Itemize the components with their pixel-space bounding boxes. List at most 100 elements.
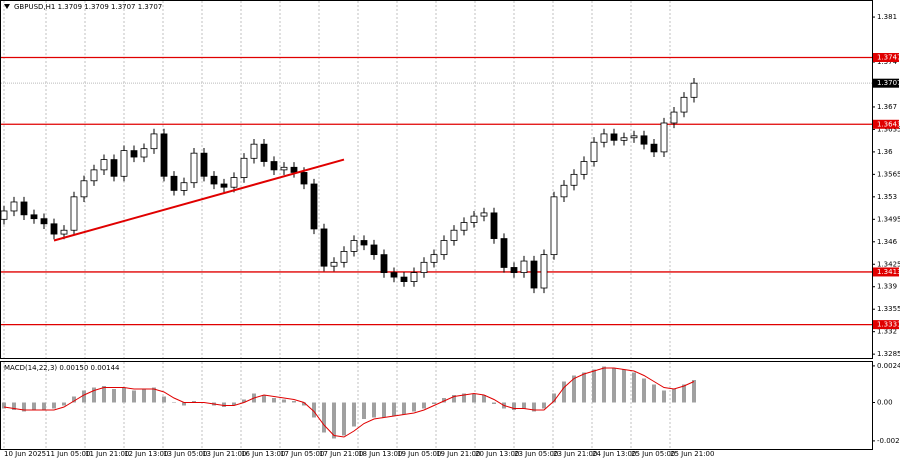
macd-signal — [3, 367, 695, 438]
candle-body — [590, 141, 598, 162]
candle-body — [630, 135, 638, 139]
macd-bar — [222, 402, 226, 407]
candle-body — [460, 222, 468, 231]
candle-body — [430, 254, 438, 263]
macd-bar — [362, 402, 366, 419]
x-tick-label: 23 Jun 05:00 — [514, 450, 558, 458]
macd-bar — [92, 387, 96, 403]
candle-body — [680, 96, 688, 113]
macd-bar — [12, 402, 16, 410]
level-tag — [873, 53, 899, 63]
x-tick-label: 20 Jun 13:00 — [475, 450, 519, 458]
macd-bar — [272, 398, 276, 403]
y-tick-label: 1.36 — [877, 148, 893, 156]
macd-tick-label: 0.00244 — [877, 362, 900, 370]
candle-body — [640, 135, 648, 145]
x-tick-label: 11 Jun 05:00 — [46, 450, 90, 458]
y-tick-label: 1.3425 — [877, 260, 900, 268]
macd-bar — [242, 399, 246, 403]
candle-body — [560, 184, 568, 198]
candle-body — [340, 251, 348, 263]
level-label: 1.3643 — [877, 120, 900, 128]
x-tick-label: 25 Jun 21:00 — [670, 450, 714, 458]
trendline — [53, 158, 345, 242]
candle-body — [140, 148, 148, 158]
current-price-label: 1.3707 — [877, 79, 900, 87]
level-tag — [873, 267, 899, 277]
macd-bar — [472, 393, 476, 403]
candle-body — [270, 161, 278, 171]
candle-body — [540, 254, 548, 289]
macd-bar — [672, 389, 676, 403]
x-tick-label: 13 Jun 05:00 — [163, 450, 207, 458]
y-tick-label: 1.381 — [877, 13, 897, 21]
candle-body — [580, 161, 588, 175]
macd-bar — [52, 402, 56, 409]
candle-body — [610, 133, 618, 141]
macd-bar — [152, 387, 156, 403]
macd-bar — [402, 402, 406, 415]
macd-bar — [192, 401, 196, 403]
macd-bar — [102, 386, 106, 403]
macd-bar — [452, 395, 456, 403]
current-price-tag — [873, 78, 899, 88]
candle-body — [350, 240, 358, 252]
candle-body — [660, 122, 668, 153]
candle-body — [490, 212, 498, 239]
macd-bar — [662, 390, 666, 403]
macd-bar — [602, 366, 606, 403]
macd-bar — [592, 369, 596, 403]
macd-bar — [72, 396, 76, 403]
y-tick-label: 1.339 — [877, 283, 897, 291]
candle-body — [220, 183, 228, 188]
macd-bar — [82, 390, 86, 403]
candle-body — [600, 133, 608, 143]
candle-body — [510, 267, 518, 274]
level-label: 1.3331 — [877, 321, 900, 329]
macd-tick-label: 0.00 — [877, 399, 893, 407]
candle-body — [650, 143, 658, 153]
x-tick-label: 19 Jun 05:00 — [397, 450, 441, 458]
macd-bar — [512, 402, 516, 410]
candle-body — [370, 244, 378, 256]
y-tick-label: 1.3285 — [877, 350, 900, 358]
y-tick-label: 1.353 — [877, 193, 897, 201]
candle-body — [50, 223, 58, 235]
candle-body — [130, 150, 138, 158]
candle-body — [570, 173, 578, 186]
candle-body — [360, 240, 368, 246]
macd-bar — [442, 398, 446, 403]
macd-bar — [2, 402, 6, 409]
macd-bar — [412, 402, 416, 412]
macd-bar — [492, 402, 496, 404]
macd-bar — [652, 384, 656, 403]
level-tag — [873, 320, 899, 330]
candle-body — [150, 133, 158, 150]
macd-bar — [482, 395, 486, 403]
x-tick-label: 12 Jun 13:00 — [124, 450, 168, 458]
macd-bar — [522, 402, 526, 409]
candle-body — [240, 157, 248, 178]
macd-bar — [162, 396, 166, 403]
chart-title: GBPUSD,H1 1.3709 1.3709 1.3707 1.3707 — [14, 3, 162, 11]
x-tick-label: 17 Jun 21:00 — [319, 450, 363, 458]
macd-bar — [562, 381, 566, 403]
macd-bar — [692, 380, 696, 403]
macd-bar — [642, 378, 646, 403]
candle-body — [620, 137, 628, 141]
macd-bar — [352, 402, 356, 427]
level-label: 1.3413 — [877, 268, 900, 276]
candle-body — [420, 261, 428, 274]
x-tick-label: 10 Jun 2025 — [4, 450, 46, 458]
macd-bar — [682, 384, 686, 403]
y-tick-label: 1.346 — [877, 238, 898, 246]
level-tag — [873, 119, 899, 129]
macd-bar — [172, 402, 176, 403]
macd-bar — [392, 402, 396, 416]
y-tick-label: 1.3355 — [877, 305, 900, 313]
candle-body — [410, 272, 418, 282]
macd-bar — [292, 401, 296, 403]
candle-body — [400, 276, 408, 282]
macd-bar — [462, 393, 466, 403]
